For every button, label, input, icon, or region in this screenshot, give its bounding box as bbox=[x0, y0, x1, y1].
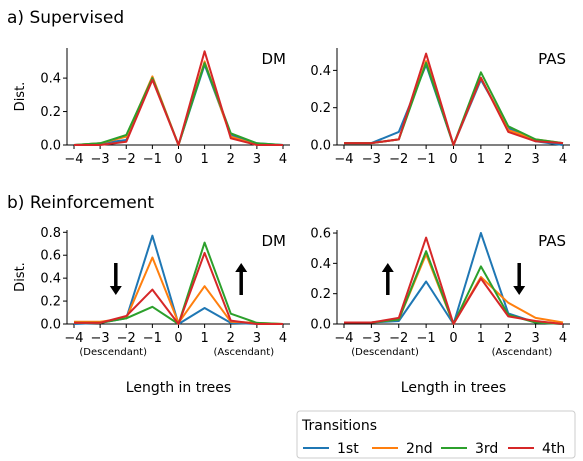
y-axis-label: Dist. bbox=[13, 82, 28, 112]
series-line-1st bbox=[73, 234, 283, 325]
series-line-3rd bbox=[344, 61, 564, 146]
y-tick-label: 0.2 bbox=[310, 287, 331, 302]
x-tick-label: −4 bbox=[64, 331, 83, 346]
y-tick-label: 0.2 bbox=[40, 105, 61, 120]
series-line-2nd bbox=[344, 60, 564, 146]
x-tick-label: 4 bbox=[559, 331, 567, 346]
y-tick-label: 0.0 bbox=[40, 318, 61, 333]
legend-label-1st: 1st bbox=[337, 441, 359, 457]
series-line-1st bbox=[344, 63, 564, 146]
series-line-4th bbox=[344, 52, 564, 146]
x-tick-label: −2 bbox=[389, 152, 408, 167]
x-tick-label: −4 bbox=[334, 331, 353, 346]
legend-label-4th: 4th bbox=[542, 441, 565, 457]
x-tick-label: 2 bbox=[227, 331, 235, 346]
x-tick-label: −3 bbox=[91, 331, 110, 346]
y-tick-label: 0.4 bbox=[310, 257, 331, 272]
panel-1: 0.0 0.2 0.4 −4 −3 −2 −1 0 1 2 3 4 DM Dist. bbox=[13, 48, 290, 167]
down-arrow-head-icon bbox=[513, 286, 526, 295]
y-tick-label: 0.0 bbox=[40, 139, 61, 154]
x-tick-label: 3 bbox=[253, 331, 261, 346]
y-tick-label: 0.0 bbox=[310, 139, 331, 154]
x-tick-label: 3 bbox=[531, 152, 539, 167]
ascendant-label: (Ascendant) bbox=[492, 347, 553, 358]
series-line-3rd bbox=[73, 62, 284, 146]
series-line-2nd bbox=[73, 60, 283, 146]
legend-label-3rd: 3rd bbox=[475, 441, 498, 457]
descendant-label: (Descendant) bbox=[79, 347, 147, 358]
y-tick-label: 0.0 bbox=[310, 318, 331, 333]
x-tick-label: −1 bbox=[417, 152, 436, 167]
y-tick-label: 0.2 bbox=[40, 295, 61, 310]
x-tick-label: −1 bbox=[143, 152, 162, 167]
section-title-supervised: a) Supervised bbox=[7, 8, 124, 28]
legend-frame bbox=[296, 410, 576, 459]
x-axis-label: Length in trees bbox=[126, 380, 231, 396]
up-arrow-head-icon bbox=[235, 263, 248, 272]
legend: Transitions 1st 2nd 3rd 4th bbox=[296, 410, 576, 459]
down-arrow-head-icon bbox=[109, 286, 122, 295]
y-tick-label: 0.2 bbox=[310, 101, 331, 116]
x-tick-label: 3 bbox=[531, 331, 539, 346]
x-tick-label: 0 bbox=[449, 331, 457, 346]
x-tick-label: −4 bbox=[334, 152, 353, 167]
x-tick-label: 0 bbox=[174, 331, 182, 346]
panel-label: DM bbox=[262, 232, 287, 250]
panel-3: 0.0 0.2 0.4 0.6 0.8 −4 −3 −2 −1 0 1 2 3 4 DM Dist. (Desc… bbox=[13, 226, 290, 396]
x-tick-label: 2 bbox=[504, 152, 512, 167]
series-line-1st bbox=[73, 63, 284, 146]
series-line-4th bbox=[344, 236, 564, 325]
panel-label: PAS bbox=[538, 232, 566, 250]
x-tick-label: 1 bbox=[200, 152, 208, 167]
x-tick-label: 1 bbox=[477, 331, 485, 346]
series-line-4th bbox=[74, 50, 283, 146]
x-tick-label: −2 bbox=[389, 331, 408, 346]
x-tick-label: 1 bbox=[200, 331, 208, 346]
x-tick-label: −3 bbox=[91, 152, 110, 167]
y-tick-label: 0.6 bbox=[310, 227, 331, 242]
x-tick-label: 4 bbox=[279, 152, 287, 167]
x-tick-label: −3 bbox=[362, 331, 381, 346]
legend-items: 1st 2nd 3rd 4th bbox=[303, 441, 565, 457]
x-tick-label: 0 bbox=[174, 152, 182, 167]
series-line-3rd bbox=[344, 250, 564, 325]
y-axis-label: Dist. bbox=[13, 262, 28, 292]
series-line-2nd bbox=[74, 256, 284, 325]
panels: 0.0 0.2 0.4 −4 −3 −2 −1 0 1 2 3 4 DM Dist. 0.0 0.2 0.4 −4… bbox=[13, 48, 570, 396]
up-arrow-head-icon bbox=[381, 263, 394, 272]
x-axis-label: Length in trees bbox=[401, 380, 506, 396]
x-tick-label: 4 bbox=[559, 152, 567, 167]
x-tick-label: −2 bbox=[117, 152, 136, 167]
panel-4: 0.0 0.2 0.4 0.6 −4 −3 −2 −1 0 1 2 3 4 PAS (Descendant)… bbox=[310, 227, 570, 396]
y-tick-label: 0.4 bbox=[310, 64, 331, 79]
panel-2: 0.0 0.2 0.4 −4 −3 −2 −1 0 1 2 3 4 PAS bbox=[310, 48, 570, 167]
series-line-3rd bbox=[74, 241, 284, 325]
x-tick-label: −1 bbox=[417, 331, 436, 346]
x-tick-label: 0 bbox=[449, 152, 457, 167]
panel-label: DM bbox=[262, 50, 287, 68]
x-tick-label: −2 bbox=[117, 331, 136, 346]
x-tick-label: 3 bbox=[253, 152, 261, 167]
x-tick-label: −3 bbox=[362, 152, 381, 167]
y-tick-label: 0.6 bbox=[40, 249, 61, 264]
x-tick-label: −4 bbox=[64, 152, 83, 167]
descendant-label: (Descendant) bbox=[351, 347, 419, 358]
x-tick-label: −1 bbox=[143, 331, 162, 346]
ascendant-label: (Ascendant) bbox=[214, 347, 275, 358]
legend-label-2nd: 2nd bbox=[406, 441, 433, 457]
x-tick-label: 2 bbox=[227, 152, 235, 167]
legend-title: Transitions bbox=[301, 418, 377, 434]
series-line-2nd bbox=[344, 253, 564, 325]
x-tick-label: 1 bbox=[477, 152, 485, 167]
series-line-1st bbox=[344, 232, 564, 325]
y-tick-label: 0.8 bbox=[40, 226, 61, 241]
panel-label: PAS bbox=[538, 50, 566, 68]
section-title-reinforcement: b) Reinforcement bbox=[7, 193, 154, 213]
x-tick-label: 2 bbox=[504, 331, 512, 346]
x-tick-label: 4 bbox=[279, 331, 287, 346]
y-tick-label: 0.4 bbox=[40, 272, 61, 287]
y-tick-label: 0.4 bbox=[40, 72, 61, 87]
series-line-4th bbox=[74, 251, 283, 325]
